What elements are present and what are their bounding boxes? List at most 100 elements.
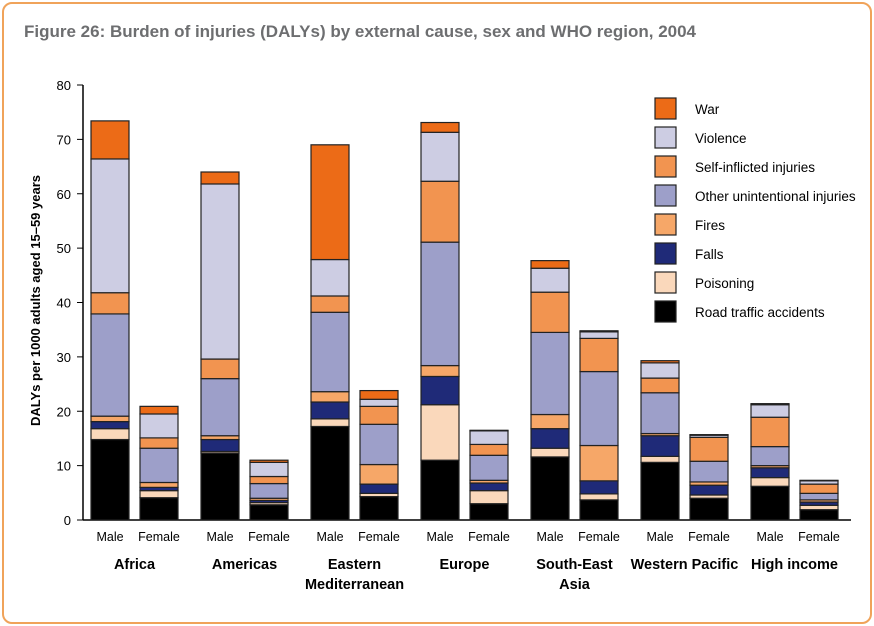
stacked-bar [310, 144, 350, 521]
bar-segment [530, 291, 570, 334]
y-tick-label: 30 [57, 350, 71, 365]
y-tick-label: 40 [57, 296, 71, 311]
bar-segment [90, 158, 130, 294]
bar-segment [420, 404, 460, 461]
legend-swatch [654, 184, 677, 207]
group-label: Western Pacific [631, 557, 739, 573]
bar-segment [249, 475, 289, 485]
bar-segment [139, 447, 179, 484]
x-tick-label: Male [96, 530, 123, 544]
legend-label: Violence [695, 131, 747, 146]
bar-segment [750, 485, 790, 521]
bar-segment [640, 455, 680, 463]
stacked-bar [420, 121, 460, 521]
bar-segment [249, 482, 289, 499]
bar-segment [530, 447, 570, 458]
bar-segment [750, 403, 790, 406]
bar-segment [799, 492, 839, 501]
bar-segment [530, 413, 570, 430]
bar-segment [359, 423, 399, 466]
bar-segment [579, 499, 619, 521]
legend-swatch [654, 300, 677, 323]
bar-segment [469, 454, 509, 481]
x-tick-label: Female [468, 530, 510, 544]
group-label: Eastern [328, 557, 381, 573]
bar-segment [750, 404, 790, 418]
bar-segment [579, 370, 619, 447]
bar-segment [689, 460, 729, 483]
bar-segment [799, 483, 839, 494]
bar-segment [139, 413, 179, 439]
bar-segment [359, 463, 399, 485]
bar-segment [469, 429, 509, 432]
x-tick-label: Female [798, 530, 840, 544]
y-tick-label: 50 [57, 241, 71, 256]
legend-swatch [654, 97, 677, 120]
bar-segment [249, 459, 289, 463]
bar-segment [420, 131, 460, 182]
bar-segment [310, 144, 350, 261]
legend-label: Other unintentional injuries [695, 189, 856, 204]
bar-segment [420, 121, 460, 133]
x-tick-label: Female [138, 530, 180, 544]
x-tick-label: Female [248, 530, 290, 544]
bar-segment [420, 459, 460, 521]
group-label: South-East [536, 557, 613, 573]
bar-segment [249, 504, 289, 521]
stacked-bar [359, 389, 399, 521]
legend-swatch [654, 155, 677, 178]
bar-segment [200, 378, 240, 437]
bar-segment [200, 171, 240, 185]
bar-segment [530, 428, 570, 449]
bar-segment [200, 183, 240, 360]
bar-segment [750, 416, 790, 448]
bar-segment [310, 425, 350, 521]
group-label: Europe [440, 557, 490, 573]
bar-segment [750, 445, 790, 467]
bar-segment [139, 497, 179, 521]
bar-segment [90, 292, 130, 315]
y-tick-label: 10 [57, 459, 71, 474]
stacked-bar [139, 405, 179, 521]
bar-segment [359, 389, 399, 400]
bar-segment [249, 461, 289, 478]
legend-label: Poisoning [695, 276, 754, 291]
stacked-bar [530, 260, 570, 521]
x-tick-label: Male [206, 530, 233, 544]
bar-segment [420, 364, 460, 378]
group-label: Americas [212, 557, 277, 573]
bar-segment [469, 482, 509, 492]
stacked-bar [799, 479, 839, 521]
x-tick-label: Female [358, 530, 400, 544]
bar-segment [640, 377, 680, 394]
y-tick-label: 20 [57, 404, 71, 419]
x-tick-label: Female [688, 530, 730, 544]
bar-segment [689, 484, 729, 496]
bar-segment [420, 241, 460, 367]
bar-segment [640, 362, 680, 379]
y-tick-label: 80 [57, 78, 71, 93]
bar-segment [359, 483, 399, 494]
bar-segment [469, 490, 509, 505]
bar-segment [310, 401, 350, 420]
bar-segment [139, 405, 179, 415]
bar-segment [310, 295, 350, 313]
bar-segment [530, 331, 570, 416]
bar-segment [579, 493, 619, 501]
bar-segment [90, 428, 130, 441]
bar-segment [579, 331, 619, 339]
bar-segment [750, 476, 790, 487]
legend-label: Road traffic accidents [695, 305, 825, 320]
bar-segment [310, 311, 350, 393]
bar-segment [469, 443, 509, 456]
stacked-bar [200, 171, 240, 521]
legend: War Violence Self-inflicted injuries Other … [654, 97, 856, 323]
stacked-bar [689, 434, 729, 521]
bar-segment [579, 480, 619, 495]
legend-swatch [654, 242, 677, 265]
bars [90, 120, 839, 521]
bar-segment [310, 258, 350, 297]
bar-segment [469, 503, 509, 521]
y-tick-label: 70 [57, 132, 71, 147]
